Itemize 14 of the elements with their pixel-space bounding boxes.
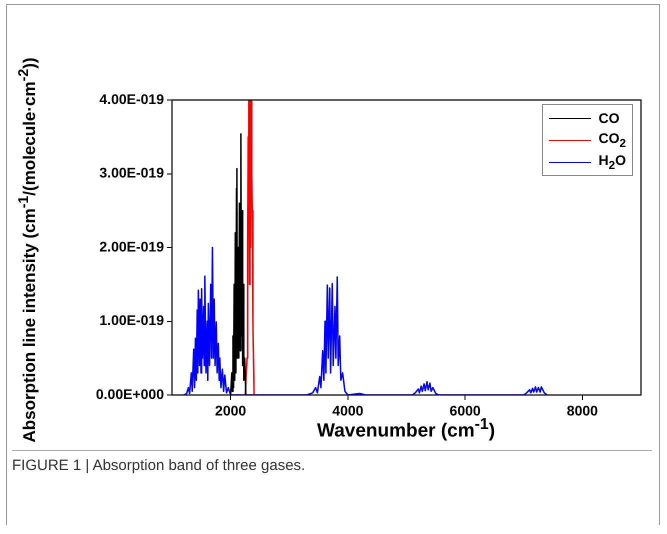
y-tick-label: 0.00E+000 <box>96 386 164 402</box>
y-tick-label: 2.00E-019 <box>99 238 164 254</box>
x-tick-label: 6000 <box>450 402 481 418</box>
caption: FIGURE 1 | Absorption band of three gases. <box>12 450 652 474</box>
legend-label: CO <box>598 110 620 126</box>
y-tick-label: 1.00E-019 <box>99 312 164 328</box>
y-tick-label: 3.00E-019 <box>99 164 164 181</box>
x-tick-label: 2000 <box>215 402 246 418</box>
y-tick-label: 4.00E-019 <box>99 90 164 107</box>
x-tick-label: 8000 <box>566 402 598 418</box>
x-axis-title: Wavenumber (cm$^{-1}$) <box>316 416 496 442</box>
x-tick-label: 4000 <box>332 402 364 418</box>
legend-label: CO$_{2}$ <box>598 130 626 150</box>
legend-label: H$_{2}$O <box>598 152 626 172</box>
